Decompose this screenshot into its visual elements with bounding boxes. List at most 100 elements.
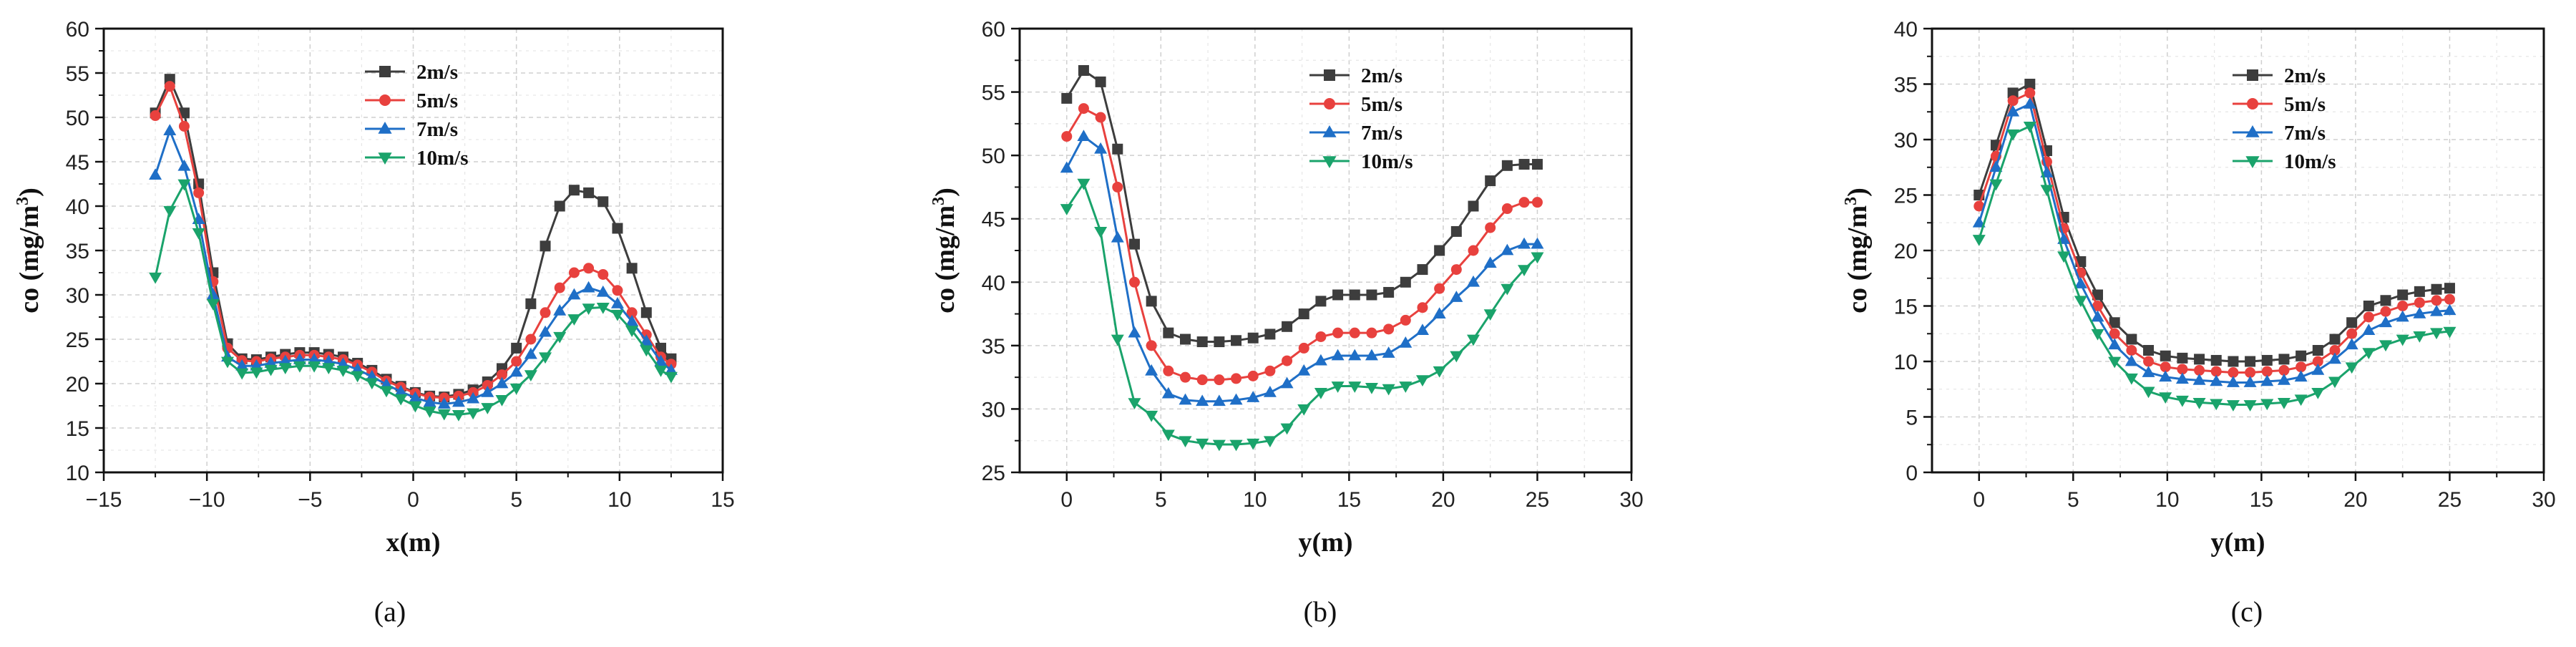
data-point [2277, 397, 2290, 409]
data-point [540, 240, 551, 252]
data-point [1383, 324, 1395, 335]
data-point [1314, 354, 1327, 366]
data-point [2431, 283, 2442, 295]
data-point [1315, 331, 1327, 342]
data-point [1196, 374, 1208, 386]
data-point [1501, 243, 1514, 256]
y-tick-label: 45 [66, 151, 89, 175]
data-point [1483, 256, 1497, 268]
data-point [1433, 307, 1446, 318]
y-tick-label: 35 [66, 240, 89, 263]
data-point [495, 376, 509, 389]
data-point [554, 282, 565, 293]
data-point [1531, 237, 1544, 249]
data-point [664, 371, 678, 384]
data-point [1531, 197, 1543, 208]
legend-item: 10m/s [2233, 150, 2336, 173]
legend-label: 5m/s [2284, 93, 2326, 116]
data-point [2126, 334, 2137, 345]
data-point [2109, 328, 2120, 339]
data-point [394, 384, 408, 397]
series-10m-per-s [149, 179, 678, 422]
data-point [2380, 295, 2391, 306]
legend-item: 2m/s [1309, 64, 1402, 87]
y-tick-label: 60 [66, 18, 89, 42]
data-point [2210, 366, 2222, 377]
data-point [1246, 391, 1260, 402]
data-point [1400, 276, 1411, 288]
data-point [2194, 364, 2205, 376]
x-tick-label: 30 [2532, 488, 2555, 512]
legend-marker [379, 66, 391, 77]
data-point [2312, 356, 2323, 367]
data-point [596, 302, 610, 314]
data-point [597, 196, 609, 208]
data-point [625, 326, 639, 337]
data-point [2414, 297, 2425, 308]
data-point [1128, 326, 1141, 338]
y-tick-label: 30 [982, 398, 1005, 422]
data-point [1180, 334, 1191, 345]
y-axis-label: co (mg/m3) [1842, 188, 1873, 313]
data-point [409, 401, 422, 413]
data-point [1314, 388, 1327, 399]
data-point [583, 263, 595, 274]
data-point [597, 268, 609, 280]
data-point [582, 303, 595, 315]
data-point [2397, 289, 2409, 301]
data-point [2397, 301, 2409, 311]
data-point [2346, 328, 2358, 339]
data-point [2243, 400, 2257, 412]
panel-label: (c) [2231, 595, 2263, 628]
data-point [2023, 122, 2036, 133]
data-point [2007, 95, 2019, 107]
data-point [481, 403, 494, 414]
data-point [612, 285, 623, 296]
data-point [1989, 160, 2003, 172]
data-point [495, 394, 509, 407]
x-tick-label: 10 [2155, 488, 2179, 512]
data-point [2210, 374, 2223, 386]
y-tick-label: 25 [66, 329, 89, 352]
data-point [640, 307, 652, 318]
legend-item: 2m/s [2233, 64, 2326, 87]
data-point [1331, 349, 1345, 361]
data-point [2396, 334, 2409, 346]
data-point [1111, 334, 1124, 346]
y-tick-label: 10 [66, 462, 89, 485]
data-point [610, 309, 624, 321]
data-point [1348, 381, 1362, 393]
data-point [2057, 251, 2071, 263]
y-tick-label: 40 [66, 195, 89, 219]
plot-area [1020, 29, 1631, 472]
data-point [149, 272, 162, 284]
data-point [1518, 237, 1531, 249]
data-point [1485, 222, 1496, 233]
data-point [2311, 364, 2325, 375]
data-point [1501, 203, 1513, 215]
data-point [2261, 354, 2273, 366]
data-point [2074, 277, 2087, 288]
y-tick-label: 15 [1894, 296, 1918, 319]
data-point [1518, 265, 1531, 276]
data-point [394, 394, 408, 406]
data-point [2124, 373, 2138, 385]
data-point [640, 334, 653, 346]
data-point [2210, 399, 2223, 411]
legend-item: 5m/s [1309, 93, 1402, 116]
data-point [610, 297, 624, 308]
data-point [482, 379, 493, 391]
legend-label: 2m/s [1361, 64, 1402, 87]
x-axis-label: y(m) [2211, 527, 2265, 558]
data-point [2175, 395, 2189, 407]
data-point [409, 391, 422, 403]
data-point [2328, 352, 2341, 364]
data-point [1078, 64, 1089, 76]
data-point [2226, 376, 2240, 387]
data-point [2142, 386, 2155, 399]
data-point [1263, 436, 1277, 448]
data-point [1112, 181, 1123, 193]
data-point [235, 359, 249, 371]
legend-marker [2245, 156, 2260, 168]
